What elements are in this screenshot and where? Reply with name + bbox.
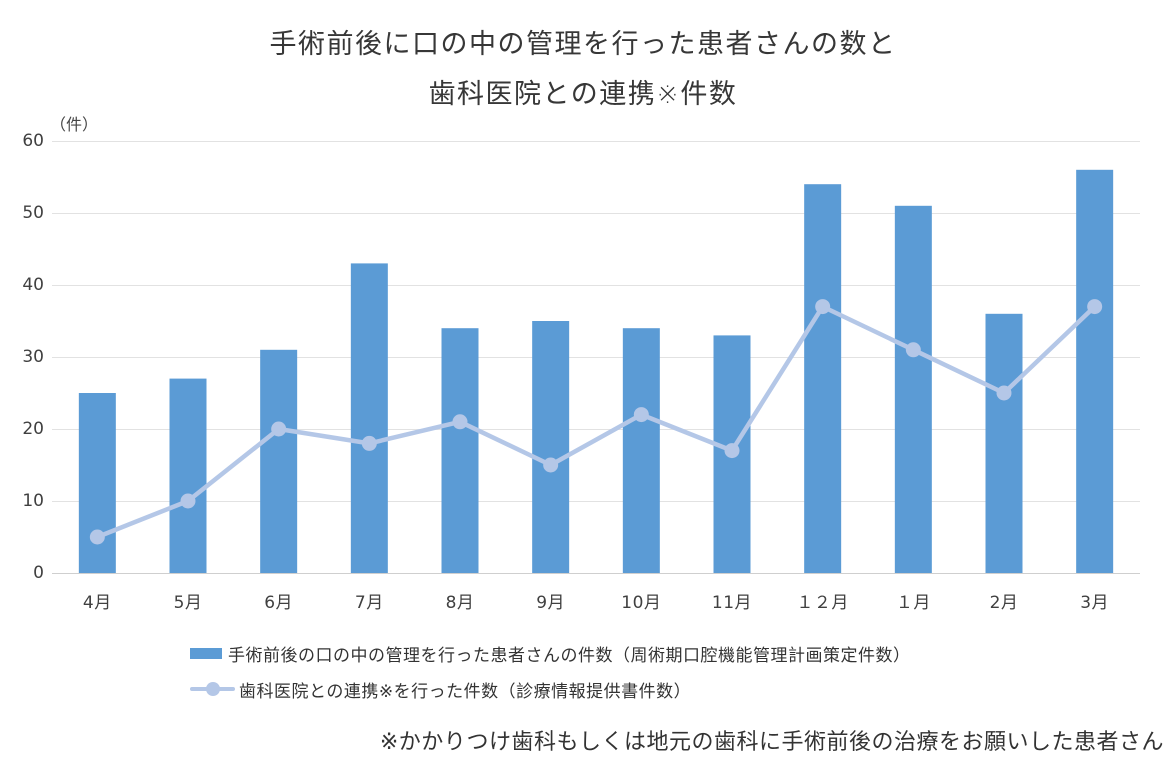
bar-2月 [985,313,1023,573]
bar-7月 [350,263,388,573]
bar-9月 [532,321,570,573]
x-tick-label-5月: 5月 [173,593,203,613]
y-tick-label-20: 20 [22,419,44,439]
y-tick-label-40: 40 [22,275,44,295]
bar-series-swatch [190,647,222,659]
line-marker-5月 [180,493,196,509]
line-marker-7月 [361,435,377,451]
x-tick-label-7月: 7月 [354,593,384,613]
footnote: ※かかりつけ歯科もしくは地元の歯科に手術前後の治療をお願いした患者さん [379,730,1164,755]
legend: 手術前後の口の中の管理を行った患者さんの件数（周術期口腔機能管理計画策定件数） … [190,641,911,713]
line-marker-10月 [633,407,649,423]
x-tick-label-10月: 10月 [621,593,662,613]
x-tick-label-１月: １月 [895,593,931,613]
bar-１２月 [804,184,842,573]
legend-label-bar-series: 手術前後の口の中の管理を行った患者さんの件数（周術期口腔機能管理計画策定件数） [228,645,911,666]
line-marker-9月 [543,457,559,473]
line-marker-11月 [724,443,740,459]
chart-title-line2: 歯科医院との連携※件数 [428,79,738,110]
plot-area [52,141,1140,575]
legend-item-line-series: 歯科医院との連携※を行った件数（診療情報提供書件数） [190,677,911,702]
bar-１月 [894,205,932,574]
bar-4月 [78,393,116,573]
x-tick-label-8月: 8月 [445,593,475,613]
x-tick-label-4月: 4月 [82,593,112,613]
bar-3月 [1076,169,1114,574]
legend-label-line-series: 歯科医院との連携※を行った件数（診療情報提供書件数） [239,681,692,702]
line-marker-4月 [89,529,105,545]
y-tick-label-10: 10 [22,491,44,511]
x-tick-label-6月: 6月 [264,593,294,613]
line-marker-１月 [905,342,921,358]
line-marker-8月 [452,414,468,430]
y-tick-label-30: 30 [22,347,44,367]
chart-title-line1: 手術前後に口の中の管理を行った患者さんの数と [269,29,897,60]
legend-item-bar-series: 手術前後の口の中の管理を行った患者さんの件数（周術期口腔機能管理計画策定件数） [190,641,911,666]
line-marker-6月 [271,421,287,437]
x-tick-label-3月: 3月 [1080,593,1110,613]
line-series-path [95,304,1097,540]
line-marker-3月 [1087,299,1103,315]
x-tick-label-2月: 2月 [989,593,1019,613]
bar-8月 [441,328,479,573]
x-tick-label-１２月: １２月 [796,593,849,613]
bar-6月 [260,349,298,573]
bar-10月 [622,328,660,573]
line-marker-１２月 [815,299,831,315]
line-marker-2月 [996,385,1012,401]
x-tick-label-11月: 11月 [711,593,753,613]
y-tick-label-60: 60 [22,131,44,151]
line-swatch-marker-icon [205,682,220,696]
chart-title: 手術前後に口の中の管理を行った患者さんの数と 歯科医院との連携※件数 [0,20,1166,120]
y-tick-label-50: 50 [22,203,44,223]
y-axis-unit-label: （件） [50,115,99,134]
bar-5月 [169,378,207,573]
line-series-swatch [190,682,235,696]
x-tick-label-9月: 9月 [536,593,566,613]
y-tick-label-0: 0 [33,563,44,583]
